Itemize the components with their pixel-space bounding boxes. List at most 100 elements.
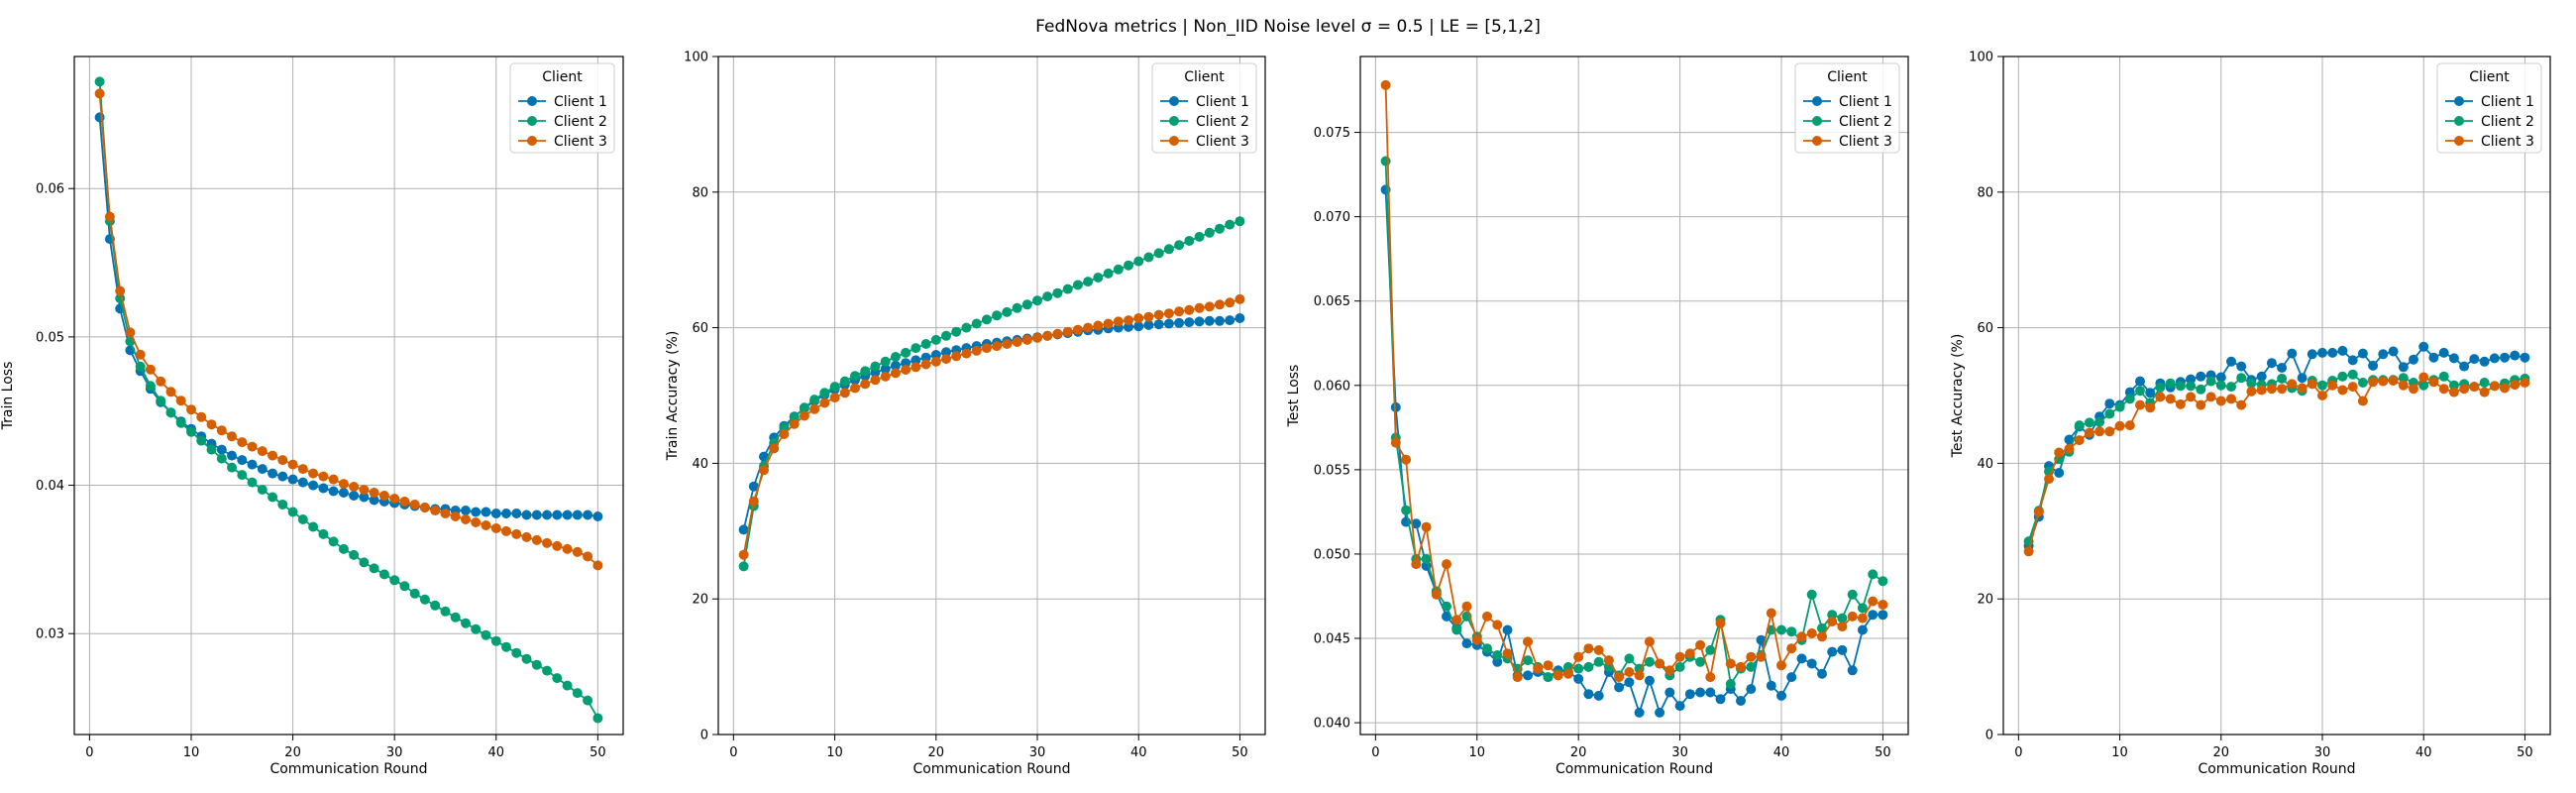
data-point (769, 443, 780, 454)
x-tick-label: 20 (284, 745, 301, 760)
data-point (829, 393, 840, 403)
data-point (2186, 381, 2197, 392)
data-point (1684, 648, 1695, 659)
data-point (748, 481, 759, 492)
data-point (2388, 376, 2399, 386)
subplot-2: 0 10 20 30 40 50 0 20 40 60 80 100 Communication Rou… (665, 51, 1266, 777)
data-point (1482, 611, 1492, 622)
data-point (1194, 231, 1205, 242)
legend-title: Client (1184, 69, 1225, 85)
data-point (328, 486, 339, 497)
data-point (2175, 398, 2186, 409)
data-point (481, 507, 491, 517)
data-point (308, 468, 319, 479)
data-point (338, 543, 349, 554)
data-point (2114, 420, 2125, 431)
data-point (175, 417, 186, 428)
data-point (1715, 618, 1726, 628)
data-point (1143, 252, 1154, 263)
data-point (1705, 687, 1716, 698)
data-point (2287, 379, 2298, 390)
gridlines (1360, 57, 1908, 735)
data-point (592, 511, 603, 521)
data-point (572, 510, 583, 520)
data-point (1002, 339, 1013, 349)
data-point (1583, 689, 1594, 700)
data-point (809, 403, 820, 414)
data-point (572, 546, 583, 557)
data-point (2510, 350, 2521, 361)
data-point (1674, 651, 1685, 662)
data-point (572, 688, 583, 699)
plot-area (2003, 57, 2550, 735)
data-point (2205, 392, 2216, 402)
x-tick-label: 30 (1671, 745, 1688, 760)
data-point (1124, 315, 1133, 326)
data-point (196, 435, 207, 446)
legend-label: Client 1 (1196, 94, 1249, 110)
x-tick-label: 20 (928, 745, 945, 760)
data-point (430, 506, 441, 515)
data-point (2104, 398, 2115, 409)
data-point (2104, 408, 2115, 419)
data-point (440, 606, 451, 617)
data-point (277, 500, 288, 510)
y-tick-label: 0.05 (36, 330, 64, 345)
data-point (1153, 319, 1164, 330)
data-point (583, 695, 593, 706)
data-point (2236, 373, 2247, 384)
legend-title: Client (542, 69, 583, 85)
legend-label: Client 2 (2481, 114, 2534, 130)
data-point (165, 387, 176, 397)
data-point (409, 500, 420, 510)
data-point (1062, 326, 1073, 337)
data-point (206, 444, 217, 455)
data-point (349, 491, 360, 501)
data-point (2428, 352, 2439, 363)
data-point (481, 520, 491, 530)
legend-label: Client 3 (1196, 134, 1249, 150)
data-point (1032, 295, 1042, 306)
data-point (1878, 600, 1888, 610)
data-point (2215, 380, 2226, 391)
data-point (2520, 378, 2530, 388)
legend-item-client-1: Client 1 (1160, 94, 1249, 110)
data-point (759, 465, 769, 476)
data-point (941, 330, 951, 341)
legend-label: Client 2 (1839, 114, 1892, 130)
data-point (592, 713, 603, 724)
x-tick-label: 50 (2517, 745, 2533, 760)
data-point (1746, 661, 1757, 672)
data-point (1143, 319, 1154, 330)
data-point (2438, 384, 2449, 395)
data-point (216, 453, 227, 464)
data-point (1868, 569, 1878, 580)
data-point (1204, 301, 1215, 312)
data-point (419, 503, 430, 512)
data-point (2428, 377, 2439, 388)
data-point (542, 665, 553, 676)
data-point (2215, 396, 2226, 406)
data-point (1705, 672, 1716, 683)
data-point (2368, 377, 2379, 388)
data-point (2145, 388, 2156, 398)
data-point (1786, 643, 1797, 654)
data-point (1644, 636, 1655, 647)
data-point (1523, 636, 1533, 647)
data-point (1674, 661, 1685, 672)
data-point (237, 470, 248, 481)
data-point (2327, 347, 2338, 358)
data-point (1421, 521, 1432, 532)
series-client-2 (94, 76, 603, 724)
data-point (501, 525, 511, 536)
series-client-2 (738, 216, 1245, 572)
data-point (145, 364, 156, 375)
data-point (890, 352, 901, 362)
data-point (2155, 382, 2166, 393)
subplot-3: 0 10 20 30 40 50 0.040 0.045 0.050 0.055 0.060 0.06… (1286, 56, 1909, 777)
data-point (1103, 318, 1114, 329)
data-point (2337, 385, 2348, 396)
data-point (2479, 387, 2490, 397)
data-point (1431, 589, 1442, 600)
data-point (1113, 264, 1124, 275)
